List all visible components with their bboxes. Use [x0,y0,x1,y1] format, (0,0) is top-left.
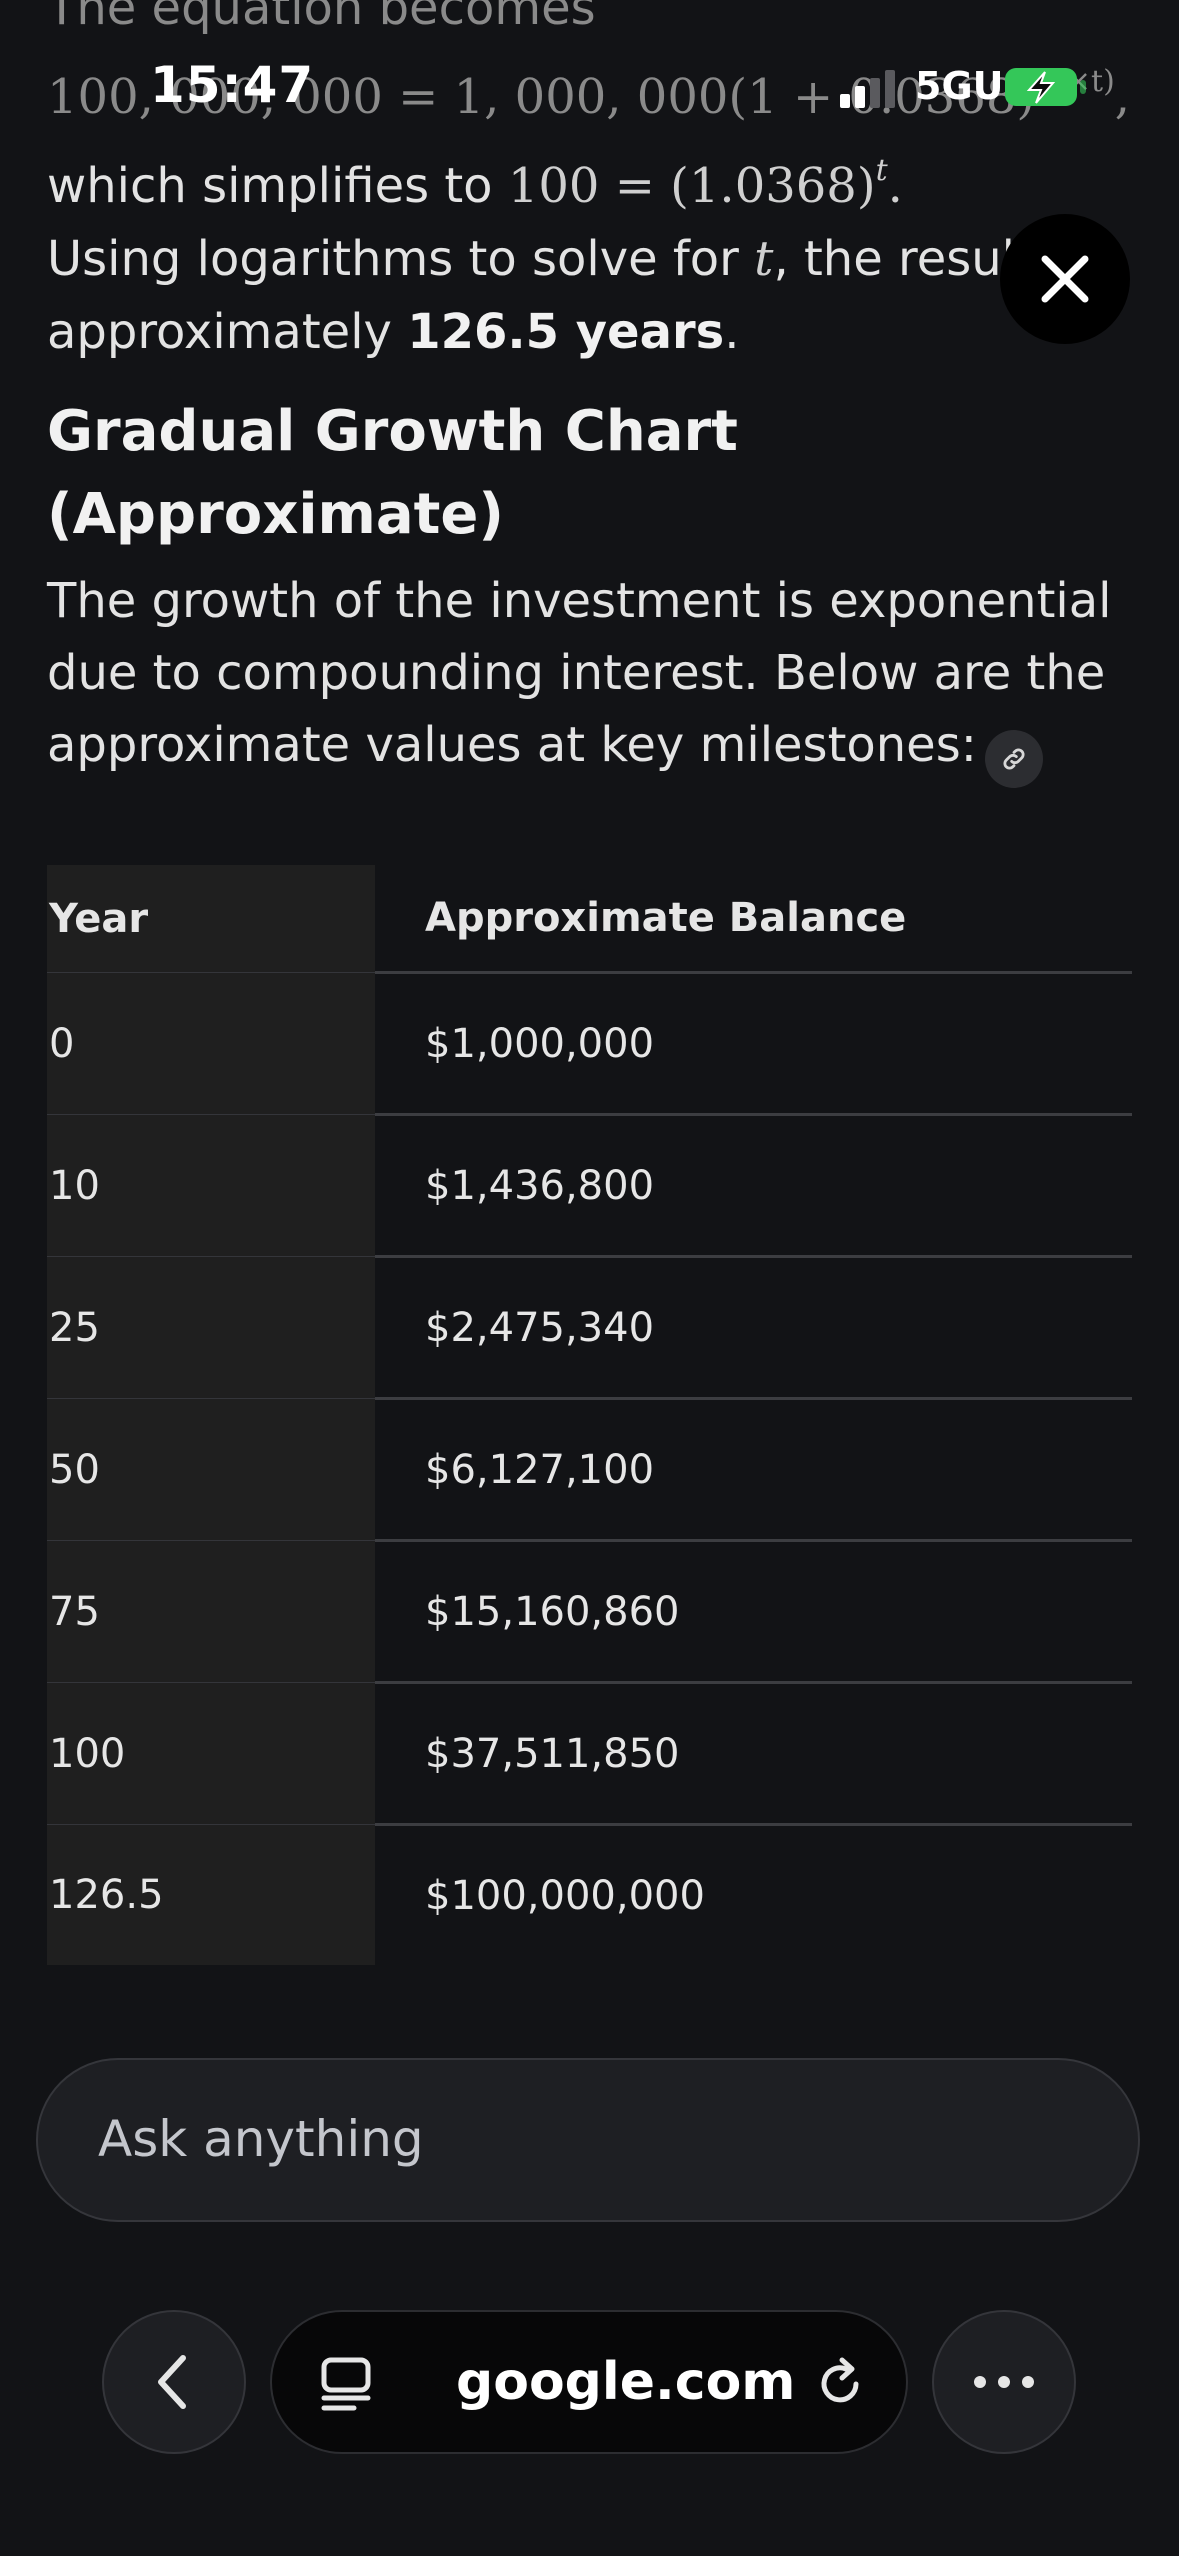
table-row: 126.5 $100,000,000 [47,1824,1132,1965]
cell-balance: $6,127,100 [375,1398,1132,1542]
header-balance: Approximate Balance [375,865,1132,974]
milestone-table: Year Approximate Balance 0 $1,000,000 10… [47,865,1132,1965]
table-row: 25 $2,475,340 [47,1256,1132,1400]
close-button[interactable] [1000,214,1130,344]
table-row: 50 $6,127,100 [47,1398,1132,1542]
url-text: google.com [456,2352,796,2412]
back-button[interactable] [102,2310,246,2454]
close-icon [1041,255,1089,303]
cell-year: 126.5 [47,1824,375,1965]
cell-year: 25 [47,1256,375,1399]
cell-year: 0 [47,972,375,1115]
previous-line: The equation becomes [47,0,596,36]
simplify-line: which simplifies to 100 = (1.0368)t. [47,134,1132,223]
table-row: 0 $1,000,000 [47,972,1132,1116]
section-heading: Gradual Growth Chart (Approximate) [47,399,738,547]
section-body: The growth of the investment is exponent… [47,565,1147,788]
reload-icon[interactable] [812,2356,868,2412]
approx-end: . [724,304,740,360]
simplify-math: 100 = (1.0368) [507,158,876,214]
simplify-prefix: which simplifies to [47,158,493,214]
ask-input[interactable]: Ask anything [36,2058,1140,2222]
cell-year: 75 [47,1540,375,1683]
approx-result: 126.5 years [407,304,725,360]
table-row: 75 $15,160,860 [47,1540,1132,1684]
simplify-end: . [887,158,903,214]
equation-comma: , [1114,69,1131,125]
table-header-row: Year Approximate Balance [47,865,1132,974]
cell-balance: $2,475,340 [375,1256,1132,1400]
chevron-left-icon [158,2355,186,2409]
link-icon [1003,748,1025,770]
battery-charging-icon [1005,68,1086,106]
log-line: Using logarithms to solve for t, the res… [47,223,1132,296]
cell-year: 10 [47,1114,375,1257]
table-row: 10 $1,436,800 [47,1114,1132,1258]
address-bar[interactable]: google.com [270,2310,908,2454]
cell-balance: $1,000,000 [375,972,1132,1116]
more-button[interactable] [932,2310,1076,2454]
status-bar: 15:47 5GUC [0,0,1179,150]
cell-year: 50 [47,1398,375,1541]
table-row: 100 $37,511,850 [47,1682,1132,1826]
simplify-exponent: t [875,153,888,188]
answer-content: The equation becomes 100, 000, 000 = 1, … [47,0,1132,1965]
signal-icon [840,70,895,108]
approx-line: approximately 126.5 years. [47,296,1132,369]
approx-prefix: approximately [47,304,392,360]
section-body-text: The growth of the investment is exponent… [47,573,1112,773]
tabs-icon[interactable] [318,2356,374,2412]
log-variable: t [754,231,774,287]
cell-balance: $15,160,860 [375,1540,1132,1684]
log-prefix: Using logarithms to solve for [47,231,739,287]
cell-balance: $1,436,800 [375,1114,1132,1258]
header-year: Year [47,865,375,973]
cell-year: 100 [47,1682,375,1825]
ask-placeholder: Ask anything [98,2110,424,2168]
cell-balance: $100,000,000 [425,1872,705,1919]
status-time: 15:47 [150,56,315,114]
source-link-button[interactable] [984,730,1043,788]
more-horizontal-icon [974,2376,1034,2388]
cell-balance: $37,511,850 [375,1682,1132,1826]
